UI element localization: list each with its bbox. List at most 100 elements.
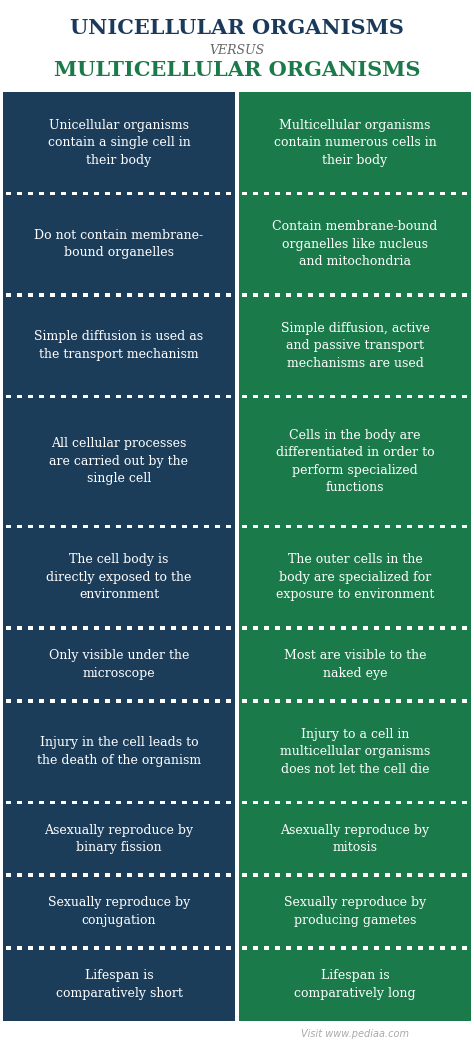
Bar [182,192,187,195]
Bar [105,874,110,877]
Bar [193,626,198,629]
Bar [160,394,165,399]
Bar [451,192,456,195]
Bar [28,294,33,297]
Bar [17,524,22,529]
Bar [6,946,11,949]
Text: Lifespan is
comparatively long: Lifespan is comparatively long [294,969,416,1000]
Bar [28,626,33,629]
Bar [127,800,132,805]
Text: The cell body is
directly exposed to the
environment: The cell body is directly exposed to the… [46,553,191,601]
Bar [374,294,379,297]
Bar [253,294,258,297]
Bar [407,626,412,629]
Bar [451,294,456,297]
Bar [418,800,423,805]
Bar [352,946,357,949]
Bar [239,92,471,193]
Bar [341,192,346,195]
Bar [149,699,154,703]
Bar [94,524,99,529]
Bar [39,946,44,949]
Bar [330,294,335,297]
Bar [308,699,313,703]
Bar [352,699,357,703]
Text: Asexually reproduce by
mitosis: Asexually reproduce by mitosis [281,823,429,854]
Bar [407,946,412,949]
Bar [105,294,110,297]
Bar [193,946,198,949]
Bar [239,295,471,397]
Bar [429,394,434,399]
Bar [275,294,280,297]
Bar [462,524,467,529]
Text: Multicellular organisms
contain numerous cells in
their body: Multicellular organisms contain numerous… [273,119,437,167]
Bar [363,192,368,195]
Bar [451,394,456,399]
Bar [341,800,346,805]
Bar [226,294,231,297]
Text: Contain membrane-bound
organelles like nucleus
and mitochondria: Contain membrane-bound organelles like n… [272,220,438,269]
Bar [3,397,235,527]
Bar [253,946,258,949]
Bar [451,800,456,805]
Bar [242,192,247,195]
Bar [264,699,269,703]
Bar [149,874,154,877]
Bar [3,875,235,948]
Text: Most are visible to the
naked eye: Most are visible to the naked eye [284,649,426,680]
Bar [116,699,121,703]
Bar [330,192,335,195]
Bar [440,800,445,805]
Bar [116,946,121,949]
Bar [160,626,165,629]
Bar [215,699,220,703]
Bar [297,394,302,399]
Bar [275,946,280,949]
Bar [6,394,11,399]
Text: MULTICELLULAR ORGANISMS: MULTICELLULAR ORGANISMS [54,60,420,80]
Bar [72,699,77,703]
Bar [28,800,33,805]
Bar [429,626,434,629]
Bar [429,699,434,703]
Bar [330,524,335,529]
Bar [61,874,66,877]
Bar [363,874,368,877]
Bar [182,800,187,805]
Bar [440,699,445,703]
Bar [308,524,313,529]
Bar [352,800,357,805]
Bar [6,524,11,529]
Bar [39,800,44,805]
Bar [50,874,55,877]
Bar [28,699,33,703]
Bar [264,800,269,805]
Bar [50,626,55,629]
Text: Only visible under the
microscope: Only visible under the microscope [49,649,189,680]
Bar [374,192,379,195]
Bar [319,699,324,703]
Bar [160,874,165,877]
Bar [94,800,99,805]
Bar [204,699,209,703]
Bar [193,192,198,195]
Bar [127,946,132,949]
Bar [462,626,467,629]
Bar [429,524,434,529]
Bar [39,874,44,877]
Bar [94,626,99,629]
Bar [94,699,99,703]
Bar [72,626,77,629]
Bar [127,626,132,629]
Bar [204,874,209,877]
Bar [462,946,467,949]
Bar [6,699,11,703]
Bar [204,626,209,629]
Bar [341,524,346,529]
Bar [385,699,390,703]
Bar [242,946,247,949]
Bar [72,946,77,949]
Bar [440,524,445,529]
Bar [275,699,280,703]
